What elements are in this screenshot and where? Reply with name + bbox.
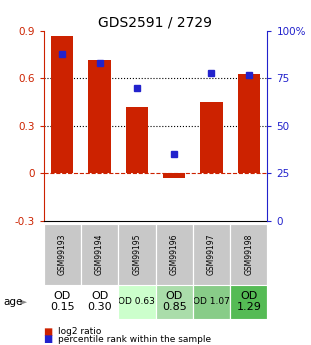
Bar [118, 224, 156, 285]
Bar [126, 107, 148, 173]
Text: OD 0.63: OD 0.63 [118, 297, 155, 306]
Bar [81, 224, 118, 285]
Text: age: age [3, 297, 22, 307]
Bar [193, 224, 230, 285]
Text: ■: ■ [44, 335, 53, 344]
Bar [238, 74, 260, 173]
Polygon shape [20, 299, 27, 305]
Text: GSM99193: GSM99193 [58, 234, 67, 275]
Text: GSM99197: GSM99197 [207, 234, 216, 275]
Bar [88, 60, 111, 173]
Text: OD
1.29: OD 1.29 [236, 292, 261, 312]
Bar [44, 285, 81, 319]
Text: log2 ratio: log2 ratio [58, 327, 101, 336]
Text: OD
0.30: OD 0.30 [87, 292, 112, 312]
Bar [193, 285, 230, 319]
Text: OD
0.85: OD 0.85 [162, 292, 187, 312]
Text: ■: ■ [44, 327, 53, 337]
Text: GSM99195: GSM99195 [132, 234, 141, 275]
Bar [51, 36, 73, 173]
Bar [44, 224, 81, 285]
Text: percentile rank within the sample: percentile rank within the sample [58, 335, 211, 344]
Bar [230, 285, 267, 319]
Text: OD 1.07: OD 1.07 [193, 297, 230, 306]
Bar [81, 285, 118, 319]
Bar [118, 285, 156, 319]
Bar [163, 173, 185, 178]
Text: GSM99198: GSM99198 [244, 234, 253, 275]
Title: GDS2591 / 2729: GDS2591 / 2729 [99, 16, 212, 30]
Bar [156, 224, 193, 285]
Text: GSM99196: GSM99196 [170, 234, 179, 275]
Text: OD
0.15: OD 0.15 [50, 292, 75, 312]
Bar [230, 224, 267, 285]
Bar [156, 285, 193, 319]
Text: GSM99194: GSM99194 [95, 234, 104, 275]
Bar [200, 102, 223, 173]
